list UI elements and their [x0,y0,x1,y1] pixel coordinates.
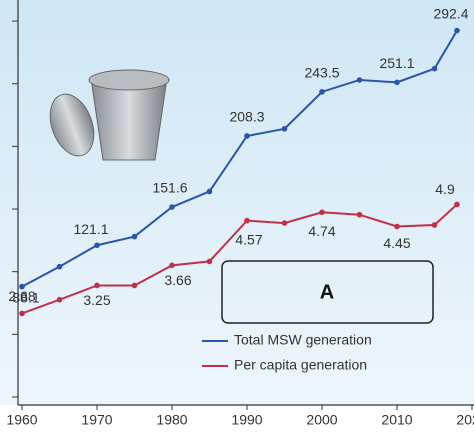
point [281,126,288,132]
point [244,217,250,224]
data-label: 4.57 [235,231,262,247]
data-label: 4.74 [308,223,335,239]
data-label: 292.4 [433,5,468,21]
point [19,283,25,290]
plot-background [0,0,474,405]
x-tick-label: 2010 [381,412,412,428]
point [319,89,325,95]
annotation: A [320,281,334,303]
x-tick-label: 2000 [306,412,337,428]
x-tick-label: 1960 [6,412,37,428]
point [56,263,63,270]
annotation-box [221,260,434,324]
x-tick-label: 2020 [456,412,474,428]
data-label: 4.45 [383,235,410,251]
data-label: 3.25 [83,292,110,308]
x-tick-label: 1970 [81,412,112,428]
point [454,201,460,208]
data-label: 2.68 [8,288,35,304]
point [94,282,100,289]
point [431,65,438,72]
point [356,211,363,218]
point [94,242,100,249]
point [431,222,438,228]
x-tick-label: 1990 [231,412,262,428]
legend-label: Total MSW generation [234,332,372,348]
data-label: 3.66 [164,272,191,288]
data-label: 208.3 [229,109,264,125]
data-label: 121.1 [73,221,108,237]
point [56,296,63,303]
data-label: 243.5 [304,65,339,81]
data-label: 151.6 [152,180,187,196]
point [206,188,213,195]
point [319,209,325,216]
point [169,204,175,210]
point [206,258,213,265]
point [131,282,138,289]
data-label: 4.9 [435,181,455,197]
point [281,220,288,226]
data-label: 88.1 [12,289,39,305]
point [394,223,400,230]
point [244,133,250,139]
point [454,27,460,34]
point [169,262,175,269]
point [394,79,400,86]
legend-label: Per capita generation [234,357,367,373]
trash-can [49,69,170,161]
x-tick-label: 1980 [156,412,187,428]
point [131,233,138,240]
point [356,77,363,83]
data-label: 251.1 [379,55,414,71]
point [19,310,25,317]
